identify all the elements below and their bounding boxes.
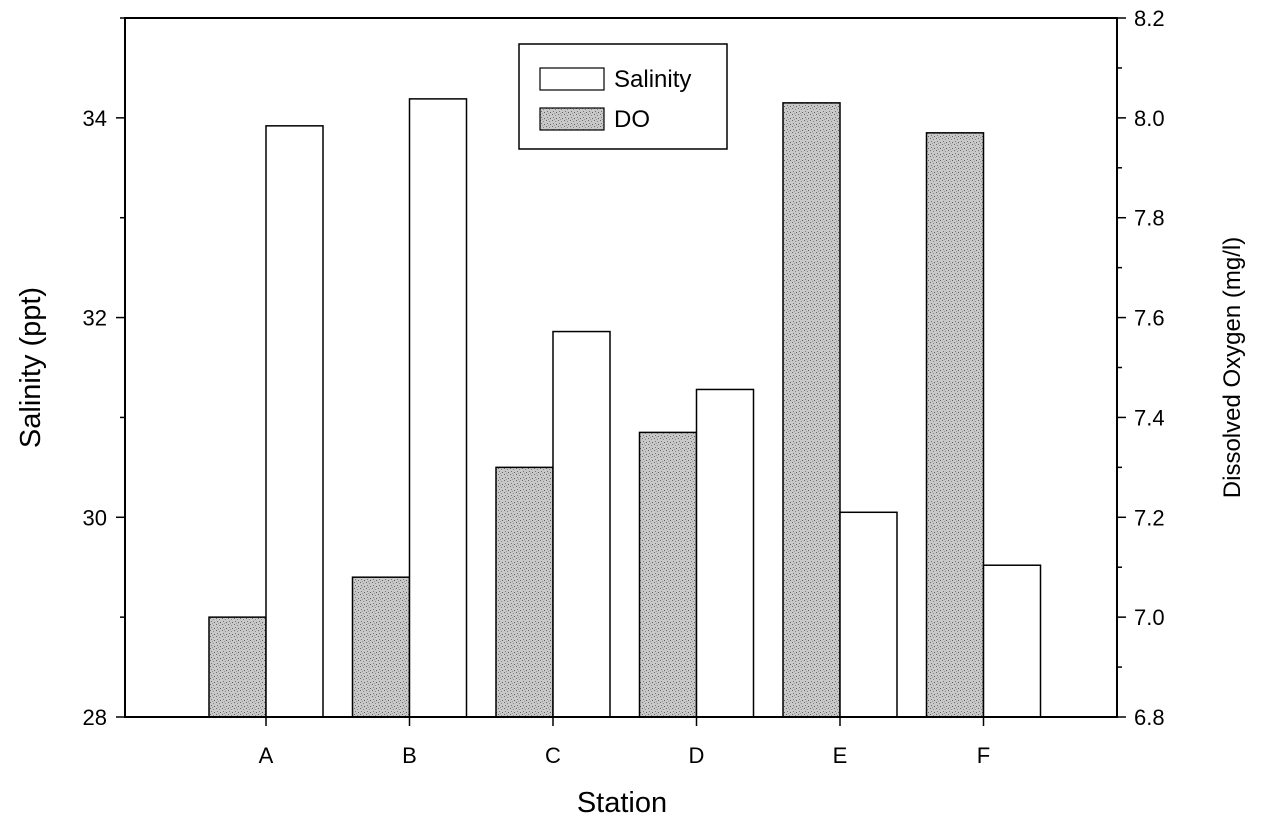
bar-do-e bbox=[782, 102, 841, 718]
bar-salinity-c bbox=[552, 330, 611, 718]
y-right-tick-label: 8.2 bbox=[1134, 6, 1165, 31]
legend-box bbox=[518, 43, 728, 150]
legend-label-do: DO bbox=[614, 106, 650, 133]
x-tick-label-a: A bbox=[259, 743, 274, 768]
legend: Salinity DO bbox=[518, 43, 728, 150]
legend-swatch-do bbox=[539, 107, 605, 131]
y-right-tick-label: 8.0 bbox=[1134, 106, 1165, 131]
y-left-tick-label: 30 bbox=[83, 505, 107, 530]
y-right-tick-label: 7.8 bbox=[1134, 206, 1165, 231]
axes-group: A B C D E F 28 30 32 34 6.8 7.0 7.2 7.4 7.6 7.8 8.0 8.2 St… bbox=[15, 6, 1246, 819]
y-right-tick-label: 7.6 bbox=[1134, 306, 1165, 331]
y-left-tick-label: 28 bbox=[83, 705, 107, 730]
bar-salinity-b bbox=[408, 98, 468, 718]
bar-salinity-e bbox=[839, 511, 898, 718]
bar-do-c bbox=[495, 466, 554, 718]
legend-label-salinity: Salinity bbox=[614, 66, 691, 93]
x-axis-title: Station bbox=[577, 787, 667, 819]
y-right-tick-label: 6.8 bbox=[1134, 705, 1165, 730]
bars-group bbox=[208, 98, 1042, 718]
bar-do-d bbox=[638, 431, 698, 718]
x-tick-label-d: D bbox=[689, 743, 705, 768]
x-tick-label-e: E bbox=[833, 743, 848, 768]
y-left-tick-label: 34 bbox=[83, 106, 107, 131]
y-left-tick-label: 32 bbox=[83, 306, 107, 331]
y-right-tick-label: 7.2 bbox=[1134, 505, 1165, 530]
y-right-axis-title: Dissolved Oxygen (mg/l) bbox=[1219, 237, 1246, 498]
bar-do-a bbox=[208, 616, 267, 718]
bar-salinity-a bbox=[265, 125, 324, 718]
bar-do-f bbox=[925, 132, 985, 718]
x-tick-label-c: C bbox=[545, 743, 561, 768]
legend-swatch-salinity bbox=[539, 67, 605, 91]
y-right-tick-label: 7.0 bbox=[1134, 605, 1165, 630]
x-tick-label-b: B bbox=[402, 743, 417, 768]
y-left-axis-title: Salinity (ppt) bbox=[15, 287, 47, 448]
x-tick-label-f: F bbox=[977, 743, 990, 768]
bar-do-b bbox=[351, 576, 411, 718]
bar-salinity-f bbox=[982, 564, 1042, 718]
y-right-tick-label: 7.4 bbox=[1134, 405, 1165, 430]
bar-salinity-d bbox=[695, 388, 755, 718]
